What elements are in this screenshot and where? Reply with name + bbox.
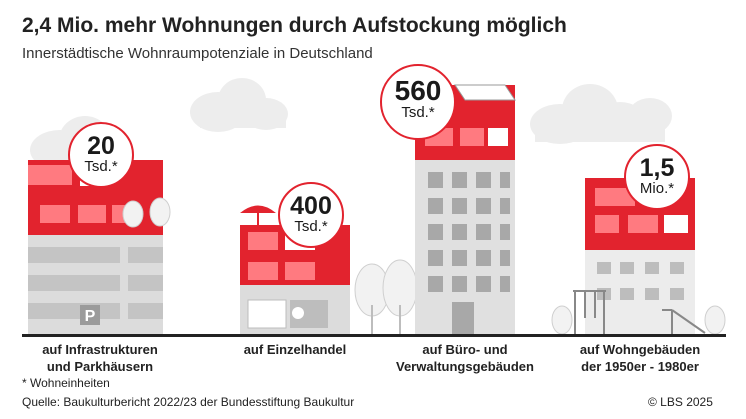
ground-line (22, 334, 726, 337)
badge-unit: Tsd.* (294, 218, 328, 235)
badge-unit: Mio.* (639, 180, 675, 197)
source-note: Quelle: Baukulturbericht 2022/23 der Bun… (22, 395, 355, 409)
building-retail (240, 205, 350, 335)
building-parking-garage: P (28, 160, 171, 335)
infographic-title: 2,4 Mio. mehr Wohnungen durch Aufstockun… (22, 14, 567, 37)
cloud-right-icon (530, 84, 672, 144)
label-line: auf Wohngebäuden (579, 342, 701, 357)
label-line: Verwaltungsgebäuden (396, 359, 534, 374)
building-office-tower (415, 84, 516, 335)
label-line: auf Infrastrukturen (42, 342, 158, 357)
label-line: der 1950er - 1980er (581, 359, 699, 374)
badge-value: 20 (87, 132, 115, 160)
badge-residential: 1,5 Mio.* (624, 144, 690, 210)
badge-unit: Tsd.* (401, 104, 435, 121)
badge-value: 1,5 (639, 154, 675, 182)
footnote: * Wohneinheiten (22, 376, 110, 390)
label-office: auf Büro- und Verwaltungsgebäuden (390, 341, 540, 375)
label-line: und Parkhäusern (46, 359, 154, 374)
label-line: auf Einzelhandel (243, 342, 347, 357)
trees-center-icon (354, 259, 418, 335)
badge-infrastructure: 20 Tsd.* (68, 122, 134, 188)
copyright: © LBS 2025 (648, 395, 713, 409)
cloud-center-icon (190, 78, 288, 132)
badge-unit: Tsd.* (84, 158, 118, 175)
label-infrastructure: auf Infrastrukturen und Parkhäusern (30, 341, 170, 375)
badge-office: 560 Tsd.* (380, 64, 456, 140)
infographic-subtitle: Innerstädtische Wohnraumpotenziale in De… (22, 45, 373, 62)
parking-sign: P (85, 308, 96, 325)
badge-retail: 400 Tsd.* (278, 182, 344, 248)
badge-value: 560 (394, 75, 442, 106)
badge-value: 400 (290, 192, 332, 220)
label-retail: auf Einzelhandel (230, 341, 360, 358)
label-residential: auf Wohngebäuden der 1950er - 1980er (570, 341, 710, 375)
label-line: auf Büro- und (422, 342, 508, 357)
